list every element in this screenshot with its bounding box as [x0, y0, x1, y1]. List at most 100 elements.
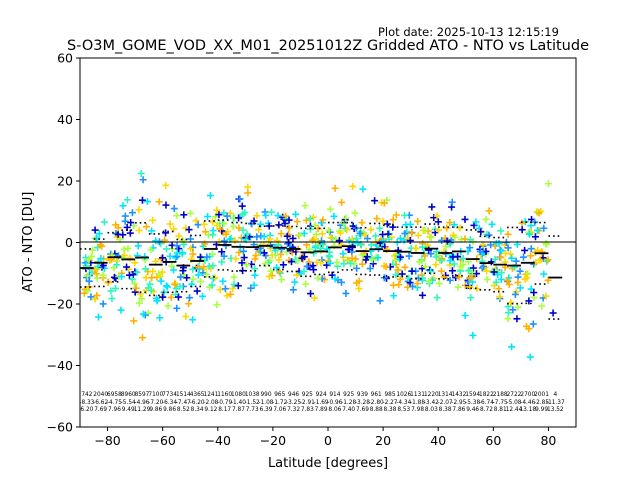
data-point [301, 202, 309, 210]
data-point [402, 221, 410, 229]
bin-stat-label: 1160 [217, 392, 232, 398]
bin-stat-label: 8.81 [494, 407, 507, 413]
data-point [396, 234, 404, 242]
data-point [180, 211, 188, 219]
bin-stat-label: 990 [260, 392, 271, 398]
data-point [222, 230, 230, 238]
data-point [356, 229, 364, 237]
data-point [211, 274, 219, 282]
data-point [504, 315, 512, 323]
bin-stat-label: -3.42 [424, 400, 439, 406]
bin-stat-label: 924 [316, 392, 327, 398]
data-point [337, 278, 345, 286]
data-point [168, 262, 176, 270]
bin-stat-label: 1432 [452, 392, 467, 398]
data-point [540, 224, 548, 232]
data-point [508, 343, 516, 351]
data-point [401, 230, 409, 238]
data-point [236, 195, 244, 203]
bin-stat-label: 8.06 [328, 407, 341, 413]
bin-stat-label: 9.46 [466, 407, 479, 413]
data-point [543, 257, 551, 265]
data-point [229, 222, 237, 230]
data-point [186, 209, 194, 217]
data-point [428, 276, 436, 284]
data-point [293, 271, 301, 279]
data-point [187, 245, 195, 253]
data-point [437, 257, 445, 265]
data-point [276, 269, 284, 277]
data-point [153, 296, 161, 304]
data-point [418, 257, 426, 265]
y-tick-label: 40 [57, 112, 73, 127]
bin-stat-label: 6958 [107, 392, 122, 398]
data-point [281, 219, 289, 227]
data-point [372, 232, 380, 240]
data-point [260, 249, 268, 257]
data-point [473, 285, 481, 293]
bin-stat-label: 1314 [438, 392, 453, 398]
data-point [296, 231, 304, 239]
data-point [170, 225, 178, 233]
data-point [283, 232, 291, 240]
data-point [135, 226, 143, 234]
data-point [434, 218, 442, 226]
data-point [250, 217, 258, 225]
data-point [182, 312, 190, 320]
data-point [527, 245, 535, 253]
data-point [260, 233, 268, 241]
bin-stat-label: -7.20 [148, 400, 163, 406]
data-point [535, 209, 543, 217]
data-point [406, 237, 414, 245]
bin-stat-label: 7.69 [94, 407, 107, 413]
bin-stat-label: 6.20 [80, 407, 93, 413]
data-point [227, 234, 235, 242]
data-point [344, 245, 352, 253]
data-point [166, 220, 174, 228]
data-point [220, 237, 228, 245]
data-point [485, 207, 493, 215]
data-point [123, 196, 131, 204]
data-point [213, 206, 221, 214]
data-point [238, 259, 246, 267]
data-point [253, 212, 261, 220]
bin-stat-label: -3.28 [355, 400, 370, 406]
data-point [229, 284, 237, 292]
data-point [287, 258, 295, 266]
data-point [93, 291, 101, 299]
data-point [277, 230, 285, 238]
data-point [513, 315, 521, 323]
data-point [262, 211, 270, 219]
data-point [490, 268, 498, 276]
data-point [449, 231, 457, 239]
data-point [330, 212, 338, 220]
data-point [310, 294, 318, 302]
bin-stat-label: 9.86 [149, 407, 162, 413]
bin-stat-label: -1.52 [245, 400, 260, 406]
data-point [203, 270, 211, 278]
data-point [538, 302, 546, 310]
data-point [328, 271, 336, 279]
data-point [179, 236, 187, 244]
bin-stat-label: -1.40 [231, 400, 246, 406]
bin-stat-label: 8.72 [480, 407, 493, 413]
data-point [538, 248, 546, 256]
data-point [494, 271, 502, 279]
data-point [374, 254, 382, 262]
data-point [188, 280, 196, 288]
data-point [302, 216, 310, 224]
data-point [408, 267, 416, 275]
data-point [310, 266, 318, 274]
data-point [380, 274, 388, 282]
data-point [223, 292, 231, 300]
data-point [137, 170, 145, 178]
data-point [482, 215, 490, 223]
data-point [496, 293, 504, 301]
data-point [282, 212, 290, 220]
data-point [277, 250, 285, 258]
data-point [454, 283, 462, 291]
data-point [209, 218, 217, 226]
data-point [239, 226, 247, 234]
data-point [309, 236, 317, 244]
bin-stat-label: 7.40 [342, 407, 355, 413]
